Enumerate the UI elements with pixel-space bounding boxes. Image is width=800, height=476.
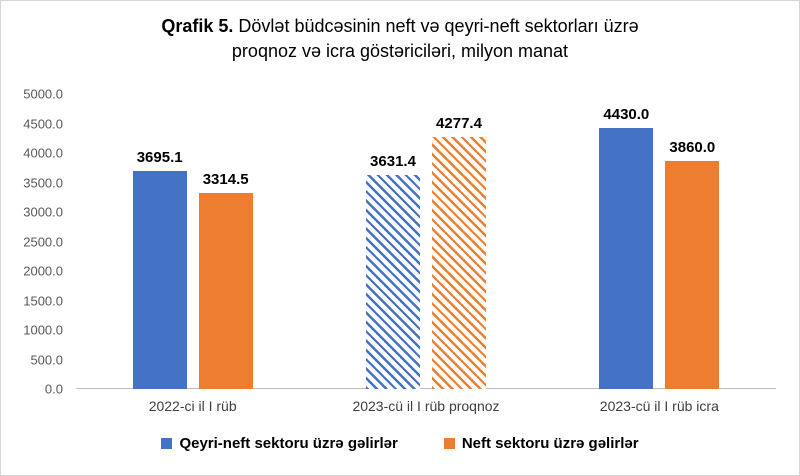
chart-title-prefix: Qrafik 5. <box>161 16 234 36</box>
category-label-2: 2023-cü il I rüb icra <box>599 398 719 414</box>
chart-title: Qrafik 5. Dövlət büdcəsinin neft və qeyr… <box>1 14 799 64</box>
category-label-0: 2022-ci il I rüb <box>148 398 237 414</box>
legend-label: Neft sektoru üzrə gəlirlər <box>461 435 639 452</box>
bar-nonoil-2 <box>599 127 654 389</box>
bar-value-label: 4277.4 <box>436 114 482 132</box>
y-axis-tick-label: 1000.0 <box>23 322 63 338</box>
y-axis-tick-label: 3500.0 <box>23 175 63 190</box>
bar-oil-1 <box>432 136 486 389</box>
y-axis-tick-label: 2500.0 <box>23 234 63 249</box>
bar-oil-2 <box>665 161 720 389</box>
legend-swatch-icon <box>161 438 173 449</box>
bar-value-label: 4430.0 <box>603 105 650 123</box>
legend-item-oil: Neft sektoru üzrə gəlirlər <box>443 435 639 452</box>
plot-area: 0.0 500.0 1000.0 1500.0 2000.0 2500.0 3000.0 35… <box>23 87 776 414</box>
bar-value-label: 3314.5 <box>202 171 249 189</box>
bar-oil-0 <box>198 193 253 389</box>
category-label-1: 2023-cü il I rüb proqnoz <box>352 398 500 414</box>
legend-swatch-icon <box>443 438 455 449</box>
y-axis-tick-label: 3000.0 <box>23 204 63 220</box>
chart-title-line1: Dövlət büdcəsinin neft və qeyri-neft sek… <box>233 16 639 36</box>
y-axis-tick-label: 2000.0 <box>23 263 63 279</box>
legend-label: Qeyri-neft sektoru üzrə gəlirlər <box>179 435 398 452</box>
chart-title-line2: proqnoz və icra göstəriciləri, milyon ma… <box>231 41 569 61</box>
bar-nonoil-1 <box>366 174 420 389</box>
bar-value-label: 3631.4 <box>370 152 416 170</box>
y-axis-tick-label: 500.0 <box>30 352 63 367</box>
y-axis-tick-label: 4000.0 <box>23 145 63 161</box>
y-axis-tick-label: 5000.0 <box>23 86 63 102</box>
bar-value-label: 3860.0 <box>669 139 716 157</box>
bar-nonoil-0 <box>132 171 187 389</box>
bar-value-label: 3695.1 <box>136 149 183 166</box>
y-axis-tick-label: 0.0 <box>44 381 63 397</box>
y-axis-tick-label: 1500.0 <box>23 293 63 308</box>
legend: Qeyri-neft sektoru üzrə gəlirlər Neft sek… <box>1 435 799 452</box>
legend-item-nonoil: Qeyri-neft sektoru üzrə gəlirlər <box>161 435 398 452</box>
x-axis-line <box>76 388 776 389</box>
y-axis-tick-label: 4500.0 <box>23 116 63 131</box>
